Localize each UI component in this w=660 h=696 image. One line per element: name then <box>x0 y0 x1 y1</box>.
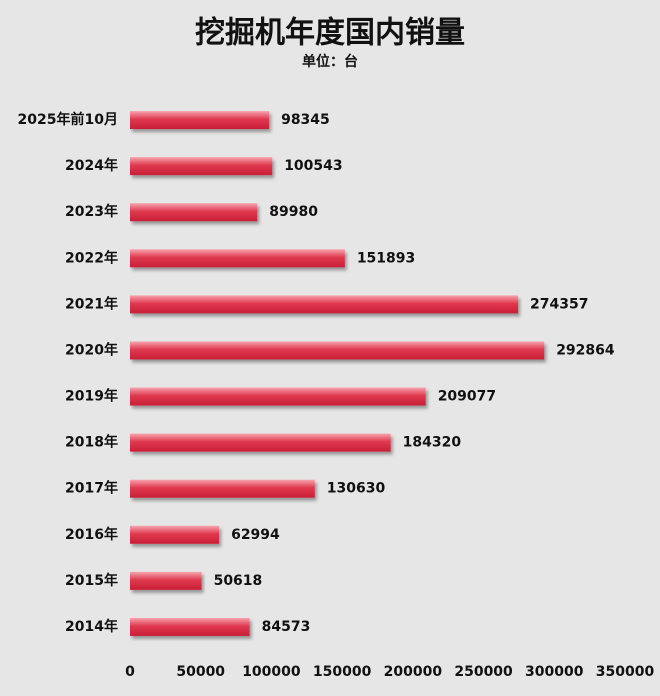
value-label: 209077 <box>438 389 496 405</box>
y-tick-label: 2014年 <box>65 618 118 635</box>
bar <box>130 387 426 406</box>
x-tick-label: 200000 <box>384 664 443 680</box>
y-tick-label: 2025年前10月 <box>18 111 118 128</box>
value-label: 50618 <box>214 573 263 589</box>
value-label: 84573 <box>262 619 311 635</box>
bar <box>130 479 315 498</box>
value-label: 130630 <box>327 481 386 497</box>
value-label: 184320 <box>403 435 462 451</box>
bar <box>130 295 519 314</box>
bar <box>130 341 545 360</box>
chart-subtitle: 单位：台 <box>302 53 358 70</box>
y-tick-label: 2024年 <box>65 157 118 174</box>
x-tick-label: 0 <box>125 664 135 680</box>
bar <box>130 203 258 222</box>
value-label: 274357 <box>530 296 588 312</box>
x-tick-label: 100000 <box>242 664 301 680</box>
x-tick-label: 50000 <box>176 664 225 680</box>
y-tick-label: 2021年 <box>65 295 118 312</box>
value-label: 98345 <box>281 112 330 128</box>
y-tick-label: 2015年 <box>65 572 118 589</box>
value-label: 62994 <box>231 527 280 543</box>
bar <box>130 571 202 590</box>
bar <box>130 617 250 636</box>
y-tick-label: 2023年 <box>65 203 118 220</box>
x-tick-label: 250000 <box>454 664 513 680</box>
bar <box>130 157 273 176</box>
y-tick-label: 2016年 <box>65 526 118 543</box>
x-tick-label: 350000 <box>596 664 655 680</box>
y-tick-label: 2022年 <box>65 249 118 266</box>
y-tick-label: 2020年 <box>65 341 118 358</box>
bar <box>130 111 270 130</box>
bar <box>130 249 345 268</box>
bar <box>130 525 220 544</box>
y-tick-label: 2017年 <box>65 480 118 497</box>
bar <box>130 433 391 452</box>
x-tick-label: 300000 <box>525 664 584 680</box>
y-tick-label: 2019年 <box>65 388 118 405</box>
y-tick-label: 2018年 <box>65 434 118 451</box>
value-label: 151893 <box>357 250 415 266</box>
value-label: 292864 <box>556 342 615 358</box>
value-label: 89980 <box>269 204 318 220</box>
value-label: 100543 <box>284 158 342 174</box>
x-tick-label: 150000 <box>313 664 372 680</box>
chart-title: 挖掘机年度国内销量 <box>195 16 465 51</box>
